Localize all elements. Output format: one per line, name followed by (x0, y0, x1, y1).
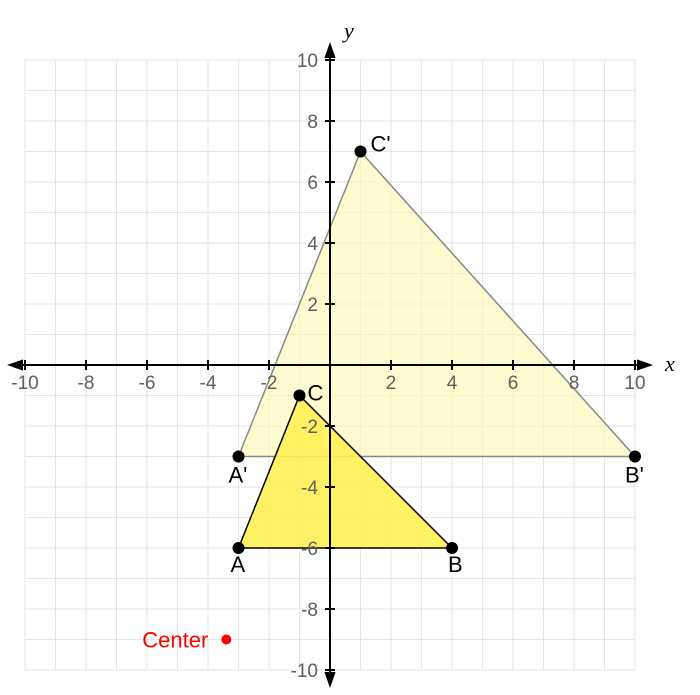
x-tick-label: 8 (569, 373, 580, 394)
center-label: Center (142, 628, 208, 653)
y-tick-label: -2 (301, 417, 318, 438)
vertex-label-B: B (448, 552, 463, 577)
axis-arrow (7, 359, 23, 370)
x-tick-label: 6 (508, 373, 519, 394)
x-tick-label: -10 (11, 373, 38, 394)
x-tick-label: -8 (78, 373, 95, 394)
vertex-point-C (294, 390, 306, 402)
vertex-label-A': A' (229, 463, 248, 488)
y-tick-label: -4 (301, 478, 318, 499)
x-tick-label: 10 (624, 373, 645, 394)
y-tick-label: 2 (307, 295, 318, 316)
chart-container: -10 -8 -6 -4 -2 2 4 6 8 10 -10 -8 -6 -4 -2 2 4 6 8 10 x y A' B'… (0, 0, 700, 695)
y-tick-label: -10 (291, 661, 318, 682)
vertex-point-B' (629, 451, 641, 463)
vertex-point-C' (355, 146, 367, 158)
x-tick-label: -4 (200, 373, 217, 394)
vertex-label-A: A (231, 552, 246, 577)
x-tick-label: -2 (261, 373, 278, 394)
axis-arrow (324, 42, 335, 58)
center-point (221, 635, 231, 645)
y-tick-label: 4 (307, 234, 318, 255)
y-tick-label: -8 (301, 600, 318, 621)
vertex-label-C: C (308, 381, 324, 406)
vertex-point-A' (233, 451, 245, 463)
x-tick-label: -6 (139, 373, 156, 394)
y-tick-label: -6 (301, 539, 318, 560)
y-axis-label: y (342, 18, 354, 43)
y-tick-label: 6 (307, 173, 318, 194)
y-tick-label: 8 (307, 112, 318, 133)
vertex-label-C': C' (371, 132, 391, 157)
x-tick-label: 2 (386, 373, 397, 394)
y-tick-label: 10 (297, 51, 318, 72)
vertex-label-B': B' (625, 463, 644, 488)
coordinate-plane-svg: -10 -8 -6 -4 -2 2 4 6 8 10 -10 -8 -6 -4 -2 2 4 6 8 10 x y A' B'… (0, 0, 700, 695)
x-tick-label: 4 (447, 373, 458, 394)
x-axis-label: x (664, 351, 675, 376)
axis-arrow (324, 672, 335, 688)
axis-arrow (637, 359, 653, 370)
